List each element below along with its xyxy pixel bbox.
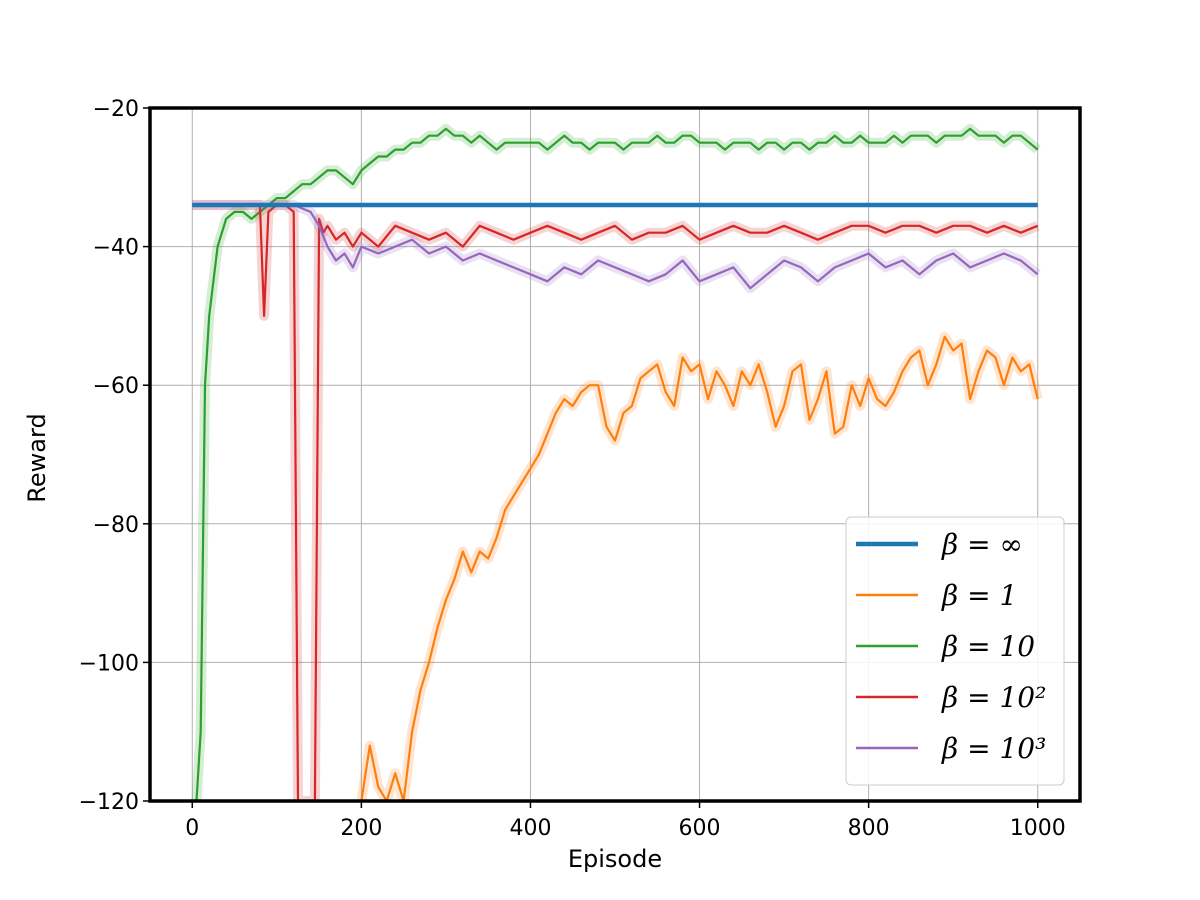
series-line-4 [192,203,1039,290]
series-line-1 [360,335,1039,801]
x-tick-label: 200 [340,816,382,841]
x-axis-label: Episode [568,845,662,873]
legend-label: β = 10³ [941,732,1046,765]
legend: β = ∞ β = 1 β = 10 β = 10² β = 10³ [845,516,1065,786]
x-tick-label: 400 [509,816,551,841]
y-tick-label: −80 [93,513,139,538]
series-layer [191,123,1043,801]
y-tick-label: −60 [93,374,139,399]
plot-frame [148,106,1082,803]
y-tick-label: −20 [93,97,139,122]
legend-label: β = 10 [941,630,1035,663]
x-tick-label: 800 [848,816,890,841]
grid-lines [150,107,1080,802]
y-tick-label: −100 [79,651,139,676]
legend-label: β = 1 [941,579,1017,612]
legend-label: β = ∞ [941,528,1023,561]
y-tick-label: −40 [93,236,139,261]
x-tick-label: 600 [679,816,721,841]
series-line-2 [192,127,1039,801]
y-axis-label: Reward [23,413,51,502]
series-line-3 [192,203,1039,801]
y-tick-label: −120 [79,790,139,815]
y-axis: −120 −100 −80 −60 −40 −20 [79,97,150,815]
x-tick-label: 1000 [1010,816,1066,841]
legend-box [845,516,1065,786]
x-axis: 0 200 400 600 800 1000 [185,801,1066,841]
x-tick-label: 0 [185,816,199,841]
legend-label: β = 10² [941,681,1046,714]
